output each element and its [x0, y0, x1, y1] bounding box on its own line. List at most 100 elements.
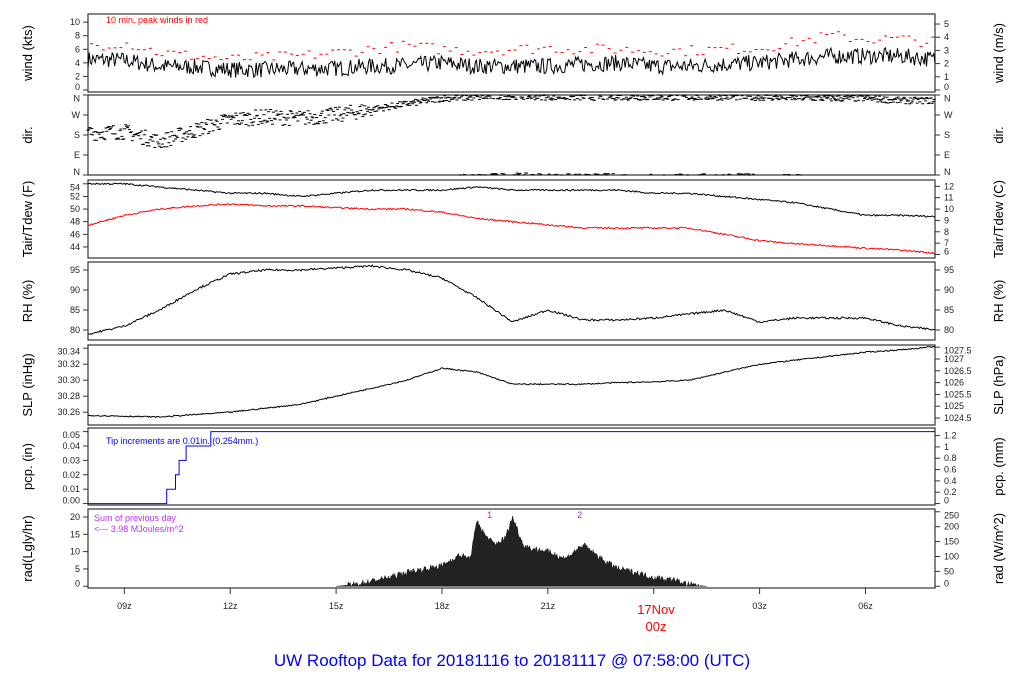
panel-frame	[87, 427, 936, 506]
y-tick-label-right: 1	[944, 442, 949, 452]
y-tick-label-right: 1024.5	[944, 413, 972, 423]
y-tick-label: 90	[70, 285, 80, 295]
panel-pcp: 0.00 0.01 0.02 0.03 0.040.05 00.20.40.6 0.811.…	[20, 427, 1006, 506]
y-tick-label-right: 0.8	[944, 453, 957, 463]
y-tick-label: 52	[70, 191, 80, 201]
panel-frame	[87, 261, 936, 341]
panel-rh: 80 85 90 95 80 85 90 95 RH (%) RH (%)	[20, 261, 1006, 341]
y-tick-label-right: 1026	[944, 378, 964, 388]
y-tick-label-right: E	[944, 150, 950, 160]
y-tick-label: 30.26	[57, 407, 80, 417]
y-tick-label-right: 85	[944, 305, 954, 315]
y-tick-label: 0.05	[62, 430, 80, 440]
precip-annotation: Tip increments are 0.01in. (0.254mm.)	[106, 436, 258, 446]
y-axis-label-right: rad (W/m^2)	[991, 513, 1006, 584]
y-tick-label-right: 95	[944, 265, 954, 275]
y-tick-label-right: 250	[944, 510, 959, 520]
panel-frame	[87, 508, 936, 589]
radiation-marker: 1	[487, 510, 492, 520]
y-tick-label: 44	[70, 242, 80, 252]
radiation-area	[335, 515, 708, 587]
panel-frame	[87, 13, 936, 93]
y-tick-label: 0	[75, 82, 80, 92]
y-axis-label: Tair/Tdew (F)	[20, 181, 35, 258]
radiation-annotation: Sum of previous day	[94, 513, 177, 523]
y-tick-label-right: 12	[944, 181, 954, 191]
chart-title: UW Rooftop Data for 20181116 to 20181117…	[274, 651, 750, 670]
y-tick-label: 54	[70, 182, 80, 192]
day-marker-date: 17Nov	[637, 602, 675, 617]
y-tick-label-right: 5	[944, 19, 949, 29]
y-tick-label: 30.32	[57, 359, 80, 369]
radiation-marker: 2	[577, 510, 582, 520]
y-axis-label: pcp. (in)	[20, 443, 35, 490]
y-tick-label: 48	[70, 217, 80, 227]
x-tick-label: 21z	[541, 601, 556, 611]
y-tick-label: S	[74, 130, 80, 140]
x-tick-label: 03z	[752, 601, 767, 611]
y-tick-label-right: 150	[944, 537, 959, 547]
y-tick-label-right: 90	[944, 285, 954, 295]
y-axis-label: wind (kts)	[20, 25, 35, 82]
radiation-annotation: <--- 3.98 MJoules/m^2	[94, 524, 184, 534]
y-tick-label: 15	[70, 529, 80, 539]
y-tick-label: 0.00	[62, 496, 80, 506]
y-axis-label-right: SLP (hPa)	[991, 355, 1006, 415]
y-tick-label: W	[72, 110, 81, 120]
y-tick-label-right: 8	[944, 227, 949, 237]
y-tick-label: 80	[70, 325, 80, 335]
y-tick-label-right: 9	[944, 215, 949, 225]
y-tick-label: 46	[70, 229, 80, 239]
y-axis-label-right: Tair/Tdew (C)	[991, 180, 1006, 258]
y-tick-label: 50	[70, 204, 80, 214]
slp-line	[87, 345, 936, 419]
y-tick-label-right: W	[944, 110, 953, 120]
y-tick-label: N	[74, 94, 81, 104]
y-tick-label-right: 1025.5	[944, 389, 972, 399]
y-tick-label-right: 0.2	[944, 487, 957, 497]
y-tick-label-right: S	[944, 130, 950, 140]
y-tick-label: 20	[70, 512, 80, 522]
panel-frame	[87, 179, 936, 259]
y-tick-label-right: 6	[944, 247, 949, 257]
y-tick-label-right: 1	[944, 72, 949, 82]
peak-wind-annotation: 10 min. peak winds in red	[106, 15, 208, 25]
y-tick-label: 8	[75, 31, 80, 41]
y-tick-label-right: 200	[944, 522, 959, 532]
y-tick-label-right: 11	[944, 193, 953, 203]
y-tick-label-right: 50	[944, 566, 954, 576]
y-tick-label-right: 1.2	[944, 431, 957, 441]
y-tick-label: 10	[70, 547, 80, 557]
y-axis-label: RH (%)	[20, 280, 35, 323]
x-tick-label: 18z	[435, 601, 450, 611]
tdew-line	[87, 203, 936, 255]
y-tick-label-right: 3	[944, 45, 949, 55]
y-tick-label: 0	[75, 578, 80, 588]
y-axis-label-right: dir.	[991, 126, 1006, 143]
x-axis: 09z 12z 15z 18z 21z 03z 06z	[117, 588, 873, 611]
tair-line	[87, 182, 936, 218]
wind-speed-line	[87, 46, 936, 79]
y-tick-label-right: 0.6	[944, 465, 957, 475]
y-tick-label: E	[74, 150, 80, 160]
y-tick-label: 0.02	[62, 470, 80, 480]
y-axis-label: dir.	[20, 126, 35, 143]
y-tick-label: 30.28	[57, 391, 80, 401]
y-tick-label-right: 0.4	[944, 476, 957, 486]
x-tick-label: 15z	[329, 601, 344, 611]
y-tick-label: 85	[70, 305, 80, 315]
y-tick-label-right: 2	[944, 59, 949, 69]
y-tick-label-right: 4	[944, 32, 949, 42]
y-tick-label: 30.34	[57, 347, 80, 357]
panel-frame	[87, 344, 936, 426]
day-marker-hour: 00z	[646, 619, 667, 634]
y-tick-label: 30.30	[57, 375, 80, 385]
y-tick-label: 95	[70, 265, 80, 275]
y-tick-label: 2	[75, 71, 80, 81]
y-tick-label: 0.04	[62, 441, 80, 451]
